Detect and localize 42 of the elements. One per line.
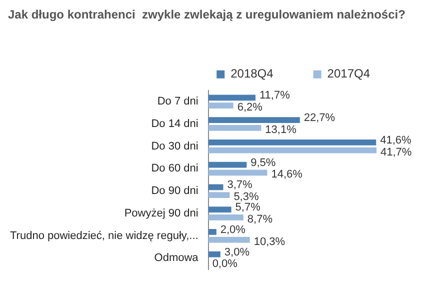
data-label: 41,6% [380, 134, 412, 146]
data-label: 22,7% [304, 112, 336, 124]
bar [208, 147, 377, 154]
bar [208, 102, 234, 108]
data-label: 13,1% [265, 124, 297, 136]
bar [208, 117, 300, 123]
bar [208, 192, 230, 198]
chart-title: Jak długo kontrahenci zwykle zwlekają z uregulowaniem należności? [8, 8, 406, 22]
data-label: 8,7% [247, 213, 273, 226]
bar [208, 94, 256, 101]
bar [208, 214, 244, 220]
bar [208, 251, 220, 258]
y-tick-label: Odmowa [154, 252, 200, 264]
bar [208, 206, 232, 212]
data-label: 0,0% [212, 258, 238, 270]
bar [208, 170, 268, 176]
bar [208, 228, 216, 235]
data-label: 6,2% [237, 102, 263, 114]
data-label: 10,3% [254, 236, 286, 248]
data-label: 14,6% [271, 168, 303, 181]
data-label: 9,5% [250, 156, 276, 169]
y-tick-label: Do 7 dni [157, 96, 198, 108]
legend-label: 2018Q4 [230, 66, 274, 81]
data-label: 5,7% [235, 202, 261, 214]
data-label: 3,7% [227, 179, 253, 192]
bar [208, 162, 247, 168]
legend-label: 2017Q4 [327, 66, 370, 81]
bar [208, 124, 262, 131]
bar [208, 139, 376, 146]
y-tick-label: Do 14 dni [151, 118, 198, 130]
data-label: 2,0% [220, 224, 246, 236]
y-tick-label: Powyżej 90 dni [124, 207, 198, 220]
data-label: 5,3% [234, 191, 259, 204]
data-label: 3,0% [224, 246, 250, 258]
data-label: 41,7% [380, 146, 412, 158]
y-tick-label: Trudno powiedzieć, nie widzę reguły,... [10, 230, 198, 242]
data-label: 11,7% [260, 90, 290, 102]
y-tick-label: Do 60 dni [151, 162, 198, 175]
y-tick-label: Do 30 dni [151, 140, 198, 152]
bar [208, 184, 224, 190]
y-tick-label: Do 90 dni [151, 185, 198, 198]
bar [208, 236, 250, 243]
